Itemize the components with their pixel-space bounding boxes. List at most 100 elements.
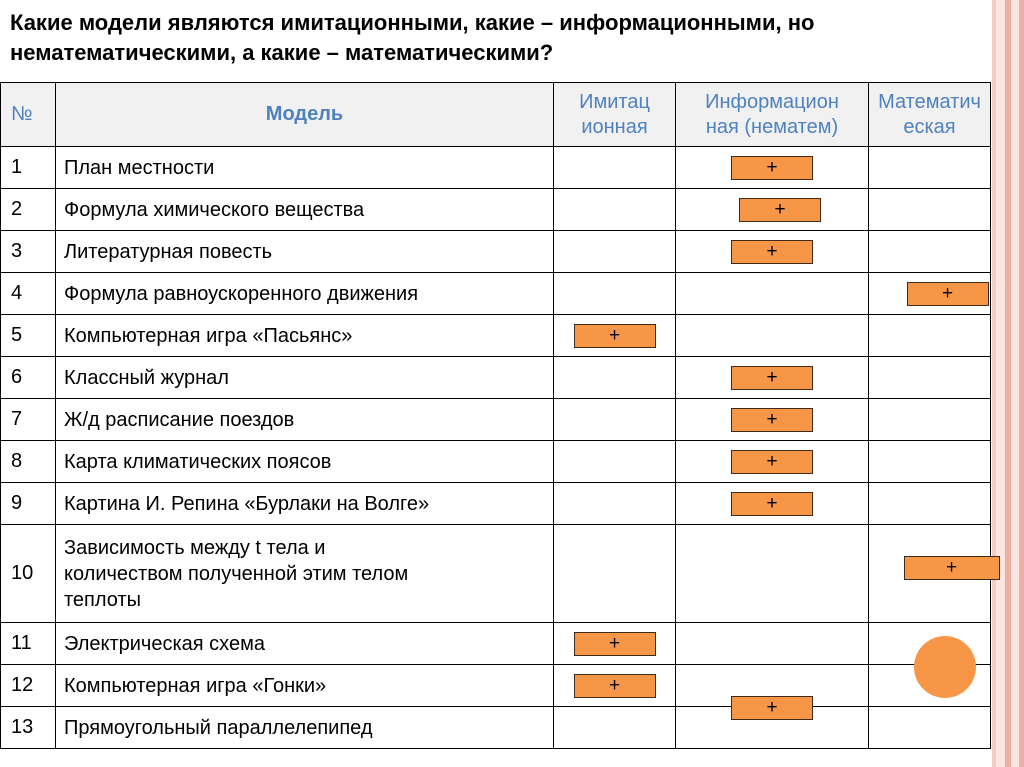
cell-model-name: Компьютерная игра «Пасьянс» [55,314,554,357]
cell-informational: + [675,188,869,231]
cell-informational [675,622,869,665]
col-header-informational: Информацион ная (нематем) [675,82,869,147]
plus-mark: + [731,155,813,180]
cell-model-name: Классный журнал [55,356,554,399]
plus-mark: + [739,197,821,222]
col-header-number: № [0,82,56,147]
cell-model-name: Литературная повесть [55,230,554,273]
table-row: 11 Электрическая схема + [0,622,991,665]
plus-mark: + [731,365,813,390]
cell-number: 13 [0,706,56,749]
plus-mark: + [903,555,1000,580]
cell-imitation: + [553,314,676,357]
plus-mark: + [731,407,813,432]
cell-mathematical: + [868,272,991,315]
cell-number: 4 [0,272,56,315]
cell-number: 5 [0,314,56,357]
cell-mathematical [868,230,991,273]
cell-imitation: + [553,622,676,665]
cell-informational [675,314,869,357]
cell-imitation [553,482,676,525]
cell-informational [675,524,869,623]
cell-model-name: План местности [55,146,554,189]
cell-imitation: + [553,664,676,707]
plus-mark: + [573,323,656,348]
cell-number: 11 [0,622,56,665]
cell-informational: + [675,440,869,483]
cell-imitation [553,230,676,273]
cell-mathematical [868,706,991,749]
table-row: 13 Прямоугольный параллелепипед + [0,695,991,749]
cell-mathematical [868,188,991,231]
col-header-mathematical: Математич еская [868,82,991,147]
cell-number: 9 [0,482,56,525]
cell-imitation [553,272,676,315]
cell-mathematical: + [868,524,1000,623]
plus-mark: + [731,449,813,474]
cell-mathematical [868,314,991,357]
cell-model-name: Формула химического вещества [55,188,554,231]
cell-imitation [553,188,676,231]
slide-title: Какие модели являются имитационными, как… [10,10,815,66]
cell-imitation [553,398,676,441]
cell-imitation [553,146,676,189]
cell-informational: + [675,695,869,749]
cell-number: 7 [0,398,56,441]
cell-informational: + [675,230,869,273]
cell-model-name: Зависимость между t тела и количеством п… [55,524,554,623]
cell-imitation [553,706,676,749]
cell-imitation [553,440,676,483]
cell-mathematical [868,482,991,525]
plus-mark: + [731,491,813,516]
cell-mathematical [868,356,991,399]
cell-number: 12 [0,664,56,707]
table-row: 4 Формула равноускоренного движения + [0,272,991,315]
table-row: 9 Картина И. Репина «Бурлаки на Волге» + [0,482,991,525]
cell-informational: + [675,398,869,441]
cell-number: 10 [0,524,56,623]
cell-informational: + [675,146,869,189]
table-row: 8 Карта климатических поясов + [0,440,991,483]
table-row: 10 Зависимость между t тела и количеством… [0,524,1000,623]
cell-number: 1 [0,146,56,189]
cell-model-name: Компьютерная игра «Гонки» [55,664,554,707]
cell-informational: + [675,482,869,525]
plus-mark: + [906,281,989,306]
plus-mark: + [731,239,813,264]
cell-imitation [553,524,676,623]
cell-number: 8 [0,440,56,483]
table-row: 1 План местности + [0,146,991,189]
orange-circle [914,636,976,698]
cell-model-name: Прямоугольный параллелепипед [55,706,554,749]
col-header-model: Модель [55,82,554,147]
table-row: 3 Литературная повесть + [0,230,991,273]
col-header-imitation: Имитац ионная [553,82,676,147]
table-row: 12 Компьютерная игра «Гонки» + [0,664,991,707]
cell-model-name: Картина И. Репина «Бурлаки на Волге» [55,482,554,525]
cell-model-name: Карта климатических поясов [55,440,554,483]
table-row: 6 Классный журнал + [0,356,991,399]
right-border-stripes [992,0,1024,767]
cell-model-name: Электрическая схема [55,622,554,665]
table-row: 2 Формула химического вещества + [0,188,991,231]
cell-model-name: Формула равноускоренного движения [55,272,554,315]
plus-mark: + [573,673,656,698]
table-row: 7 Ж/д расписание поездов + [0,398,991,441]
cell-model-name: Ж/д расписание поездов [55,398,554,441]
cell-mathematical [868,440,991,483]
cell-informational: + [675,356,869,399]
plus-mark: + [731,695,813,720]
models-table: № Модель Имитац ионная Информацион ная (… [0,82,1000,749]
cell-number: 6 [0,356,56,399]
table-header-row: № Модель Имитац ионная Информацион ная (… [0,82,991,147]
table-body: 1 План местности +2 Формула химического вещ… [0,146,1000,749]
cell-informational [675,272,869,315]
cell-number: 3 [0,230,56,273]
cell-mathematical [868,398,991,441]
cell-mathematical [868,146,991,189]
cell-number: 2 [0,188,56,231]
cell-imitation [553,356,676,399]
plus-mark: + [573,631,656,656]
table-row: 5 Компьютерная игра «Пасьянс» + [0,314,991,357]
